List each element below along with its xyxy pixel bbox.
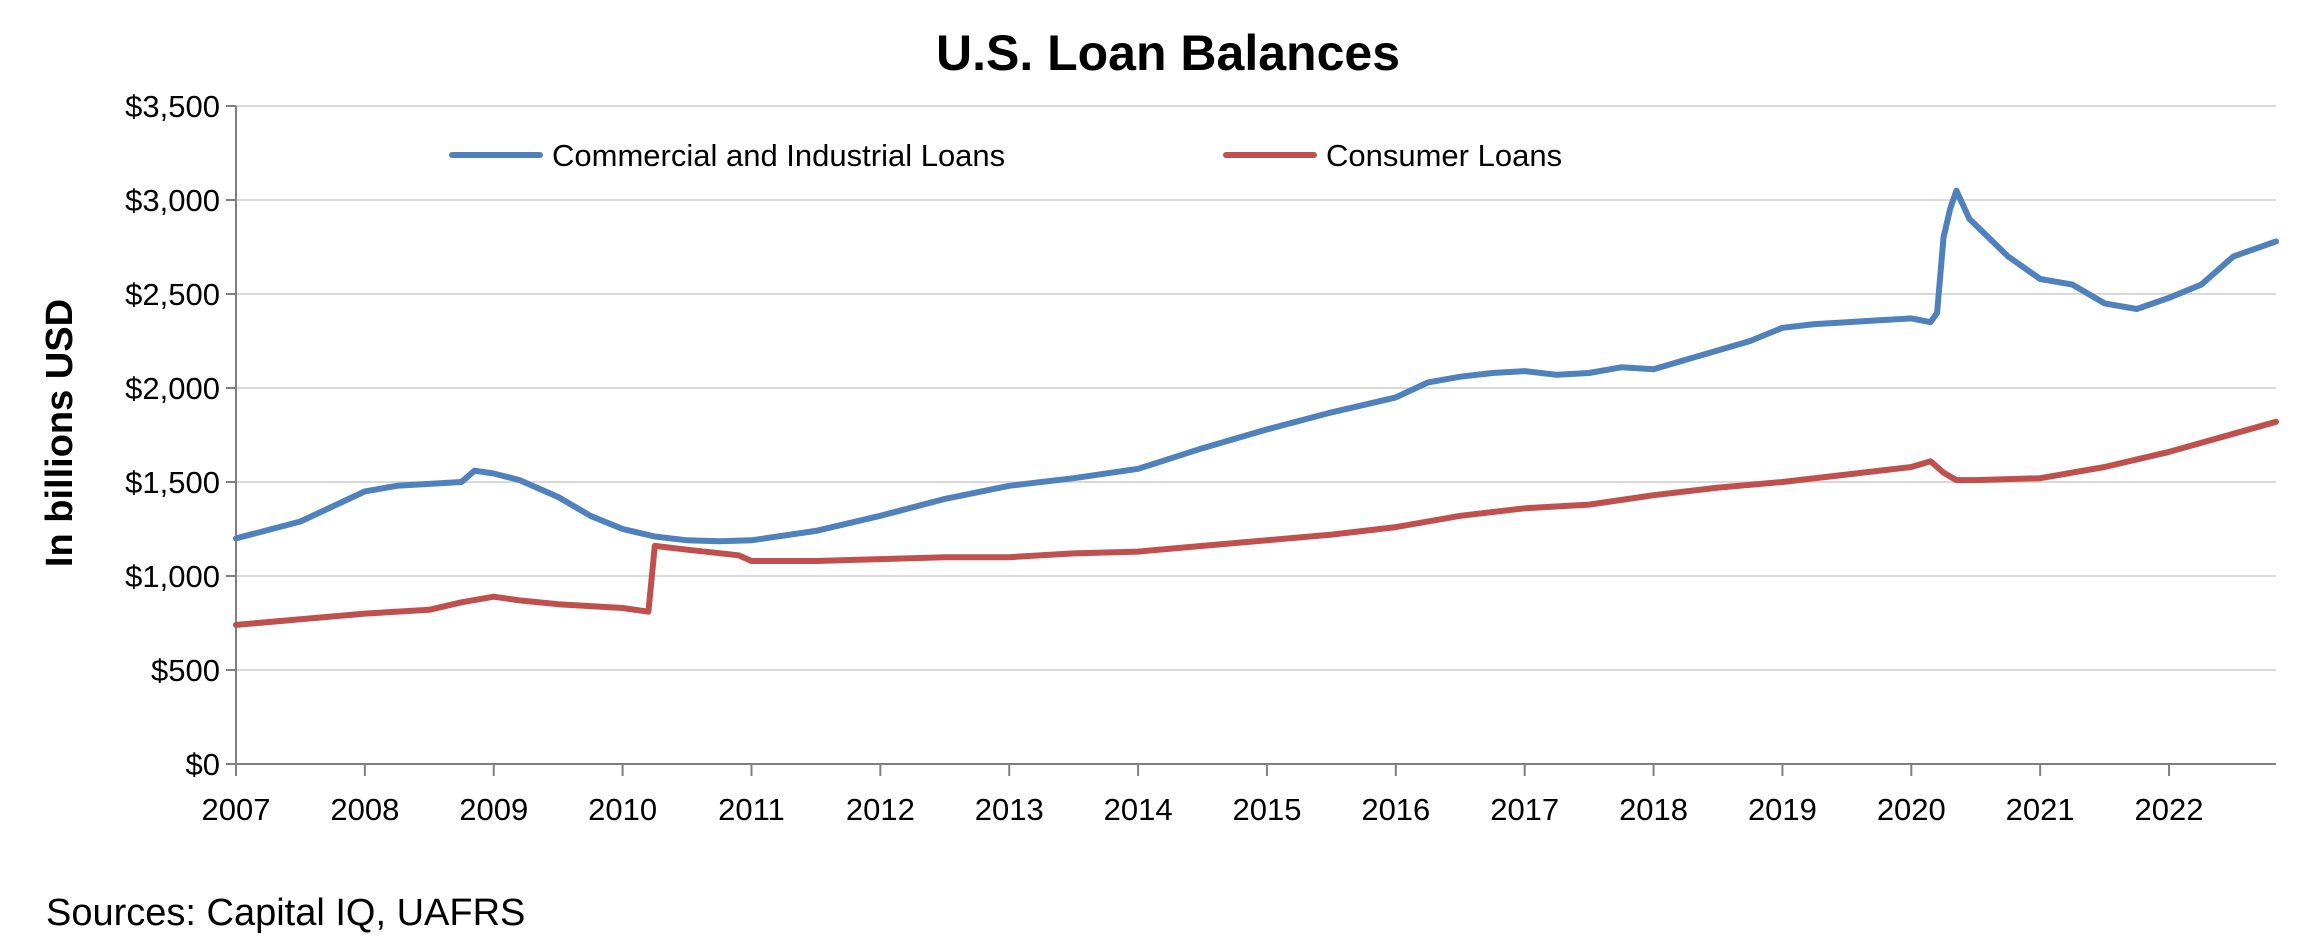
series-line-commercial-industrial [233,187,2279,545]
y-axis-label: In billions USD [39,299,81,567]
x-tick-label: 2015 [1232,792,1301,827]
x-tick-label: 2011 [718,792,785,827]
gridlines [236,105,2276,671]
x-tick-label: 2018 [1619,792,1688,827]
y-tick-label: $1,000 [125,559,220,594]
x-tick-label: 2022 [2135,792,2204,827]
x-tick-label: 2013 [975,792,1044,827]
y-tick-label: $0 [186,747,220,782]
axes [226,105,2276,776]
series-line-consumer [233,418,2279,628]
x-tick-label: 2021 [2006,792,2075,827]
legend-label: Commercial and Industrial Loans [552,138,1005,173]
x-tick-label: 2008 [330,792,399,827]
chart-title: U.S. Loan Balances [936,25,1400,81]
x-tick-label: 2014 [1104,792,1173,827]
tick-labels: $0 $500 $1,000 $1,500 $2,000 $2,500 $3,000 $3,5… [125,89,2203,827]
y-tick-label: $3,500 [125,89,220,124]
x-tick-label: 2009 [459,792,528,827]
x-tick-label: 2016 [1361,792,1430,827]
x-tick-label: 2007 [202,792,271,827]
x-tick-label: 2012 [846,792,915,827]
y-tick-label: $500 [151,653,220,688]
x-tick-label: 2010 [588,792,657,827]
source-note: Sources: Capital IQ, UAFRS [46,892,525,934]
y-tick-label: $3,000 [125,183,220,218]
y-tick-label: $2,500 [125,277,220,312]
y-tick-label: $1,500 [125,465,220,500]
x-tick-label: 2017 [1490,792,1559,827]
y-tick-label: $2,000 [125,371,220,406]
x-tick-label: 2020 [1877,792,1946,827]
legend: Commercial and Industrial Loans Consumer … [449,138,1562,173]
data-series [233,187,2279,628]
legend-label: Consumer Loans [1326,138,1562,173]
x-tick-label: 2019 [1748,792,1817,827]
